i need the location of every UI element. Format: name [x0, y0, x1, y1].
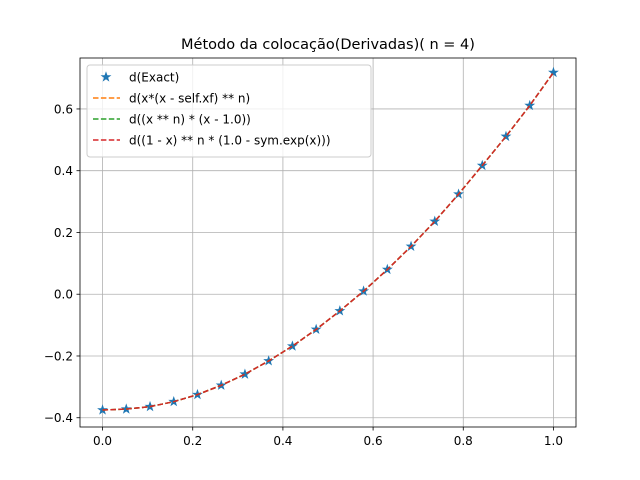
x-tick-label: 0.6	[364, 434, 383, 448]
chart-title: Método da colocação(Derivadas)( n = 4)	[181, 37, 475, 53]
data-point	[429, 215, 441, 226]
legend-entry: d((x ** n) * (x - 1.0))	[93, 113, 251, 127]
x-tick-label: 0.2	[183, 434, 202, 448]
data-point	[500, 130, 512, 142]
y-tick-label: 0.6	[54, 102, 73, 116]
x-tick-label: 0.8	[454, 434, 473, 448]
x-axis: 0.0 0.2 0.4 0.6 0.8 1.0	[93, 427, 563, 448]
series-line	[102, 72, 555, 411]
legend-label: d(x*(x - self.xf) ** n)	[129, 92, 250, 106]
legend-box	[86, 64, 372, 158]
series-layer	[97, 66, 559, 415]
y-tick-label: 0.0	[54, 288, 73, 302]
x-tick-label: 0.0	[93, 434, 112, 448]
legend-label: d((x ** n) * (x - 1.0))	[129, 113, 251, 127]
x-tick-label: 0.4	[273, 434, 292, 448]
y-tick-label: −0.4	[44, 411, 73, 425]
legend-entry: d((1 - x) ** n * (1.0 - sym.exp(x)))	[93, 134, 331, 148]
data-point	[548, 66, 559, 78]
legend-label: d((1 - x) ** n * (1.0 - sym.exp(x)))	[129, 134, 331, 148]
legend-entry: d(Exact)	[100, 71, 179, 85]
legend-entry: d(x*(x - self.xf) ** n)	[93, 92, 250, 106]
x-tick-label: 1.0	[544, 434, 563, 448]
legend: d(Exact) d(x*(x - self.xf) ** n) d((x ** n…	[86, 64, 372, 158]
legend-marker	[100, 71, 112, 82]
y-tick-label: 0.4	[54, 164, 73, 178]
plot-frame	[79, 57, 577, 428]
data-point	[524, 99, 536, 111]
y-tick-label: 0.2	[54, 226, 73, 240]
legend-label: d(Exact)	[129, 71, 179, 85]
y-axis: −0.4 −0.2 0.0 0.2 0.4 0.6	[44, 102, 80, 425]
series-3	[102, 72, 555, 411]
y-tick-label: −0.2	[44, 349, 73, 363]
